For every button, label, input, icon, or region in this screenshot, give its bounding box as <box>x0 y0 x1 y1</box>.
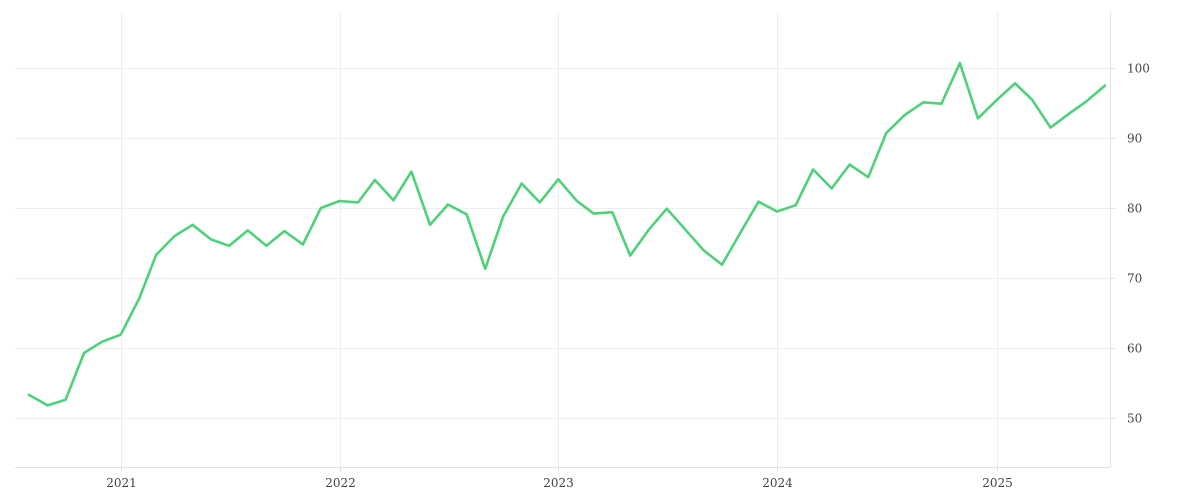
x-tick-label: 2021 <box>106 476 137 490</box>
grid <box>15 12 1110 467</box>
y-tick-label: 100 <box>1127 62 1150 76</box>
x-tick-label: 2024 <box>762 476 793 490</box>
x-tick-label: 2022 <box>325 476 356 490</box>
series-layer <box>27 61 1107 407</box>
y-tick-label: 80 <box>1127 202 1142 216</box>
x-tick-label: 2023 <box>543 476 574 490</box>
y-tick-label: 60 <box>1127 342 1142 356</box>
tick-labels: 50 60 70 80 90 100 2021 2022 2023 2024 2025 <box>106 62 1150 491</box>
y-tick-label: 90 <box>1127 132 1142 146</box>
y-tick-label: 70 <box>1127 272 1142 286</box>
x-tick-label: 2025 <box>982 476 1013 490</box>
series-line-1 <box>27 61 1107 407</box>
axes <box>15 12 1115 472</box>
y-tick-label: 50 <box>1127 412 1142 426</box>
